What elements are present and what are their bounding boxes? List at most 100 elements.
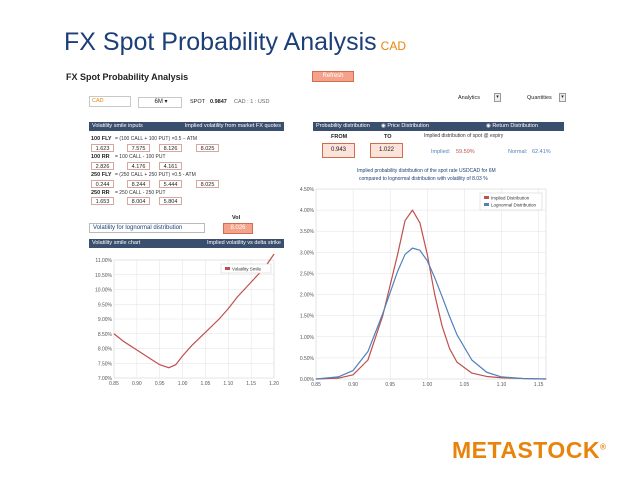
from-input[interactable]: 0.943 xyxy=(322,143,355,158)
row-label: 100 FLY xyxy=(91,136,112,142)
data-point xyxy=(419,249,421,251)
data-point xyxy=(337,376,339,378)
data-point xyxy=(182,355,183,357)
data-point xyxy=(315,378,317,380)
registered-mark: ® xyxy=(600,442,607,452)
to-input[interactable]: 1.022 xyxy=(370,143,403,158)
data-point xyxy=(191,345,193,346)
legend-box xyxy=(220,263,272,274)
y-tick-label: 10.00% xyxy=(95,288,113,294)
refresh-button[interactable]: Refresh xyxy=(312,71,354,82)
prob-panel-header: Probability distribution ◉ Price Distrib… xyxy=(313,122,564,131)
legend-swatch xyxy=(484,196,489,199)
legend-swatch xyxy=(484,203,489,206)
data-point xyxy=(136,349,138,351)
data-point xyxy=(227,308,229,310)
legend-label: Volatility Smile xyxy=(232,267,262,272)
pair-label: CAD : 1 : USD xyxy=(234,99,270,105)
prob-chart-title: Implied probability distribution of the … xyxy=(357,168,496,174)
smile-chart-header: Volatility smile chart Implied volatilit… xyxy=(89,239,284,248)
y-tick-label: 2.50% xyxy=(300,271,315,277)
vol-panel-title: Volatility smile inputs xyxy=(92,123,143,129)
lognormal-vol-label: Volatility for lognormal distribution xyxy=(89,223,205,233)
data-point xyxy=(545,378,547,380)
data-point xyxy=(404,254,406,255)
y-tick-label: 10.50% xyxy=(95,273,113,279)
smile-chart-subtitle: Implied volatility vs delta strike xyxy=(207,240,281,246)
vol-cell[interactable]: 7.575 xyxy=(127,144,150,152)
y-tick-label: 8.00% xyxy=(98,347,113,353)
slide-title-text: FX Spot Probability Analysis xyxy=(64,28,377,56)
x-tick-label: 0.95 xyxy=(385,382,395,388)
data-point xyxy=(449,348,450,349)
quantity-dropdown[interactable]: ▾ xyxy=(559,93,566,102)
logo-text: METASTOCK xyxy=(452,437,601,463)
prob-panel-subtitle: Implied distribution of spot @ expiry xyxy=(424,133,504,139)
vol-cell[interactable]: 5.804 xyxy=(159,197,182,205)
normal-probability: 62.41% xyxy=(532,149,551,155)
data-point xyxy=(367,359,369,361)
data-point xyxy=(456,361,458,363)
data-point xyxy=(426,260,428,262)
x-tick-label: 1.00 xyxy=(178,381,188,387)
vol-panel-subtitle: Implied volatility from market FX quotes xyxy=(184,123,281,129)
row-label: 100 RR xyxy=(91,154,110,160)
implied-label: Implied: xyxy=(431,149,451,155)
x-tick-label: 1.15 xyxy=(534,382,544,388)
currency-input[interactable]: CAD xyxy=(89,96,131,107)
y-tick-label: 8.50% xyxy=(98,332,113,338)
y-tick-label: 9.50% xyxy=(98,302,113,308)
analytics-dropdown[interactable]: ▾ xyxy=(494,93,501,102)
radio-return-distribution[interactable]: ◉ Return Distribution xyxy=(486,123,538,129)
x-tick-label: 0.90 xyxy=(132,381,142,387)
normal-label: Normal: xyxy=(508,149,528,155)
data-point xyxy=(337,377,339,379)
slide-title: FX Spot Probability Analysis CAD xyxy=(64,28,406,57)
slide-currency-tag: CAD xyxy=(380,39,406,53)
data-point xyxy=(471,359,473,361)
tenor-select[interactable]: 6M ▾ xyxy=(138,97,182,108)
data-point xyxy=(434,294,436,295)
data-point xyxy=(486,371,488,373)
row-formula: = 100 CALL - 100 PUT xyxy=(115,154,166,160)
vol-cell[interactable]: 4.176 xyxy=(127,162,150,170)
data-point xyxy=(404,220,406,222)
radio-price-distribution[interactable]: ◉ Price Distribution xyxy=(381,123,429,129)
vol-cell[interactable]: 1.623 xyxy=(91,144,114,152)
vol-cell[interactable]: 8.025 xyxy=(196,144,219,152)
smile-chart-title: Volatility smile chart xyxy=(92,240,141,246)
analytics-label: Analytics xyxy=(458,95,481,101)
x-tick-label: 1.05 xyxy=(201,381,211,387)
implied-probability: 59.59% xyxy=(456,149,475,155)
lognormal-vol-value[interactable]: 8.026 xyxy=(223,223,253,234)
vol-cell[interactable]: 8.004 xyxy=(127,197,150,205)
data-point xyxy=(434,277,436,279)
row-label: 250 FLY xyxy=(91,172,112,178)
vol-cell[interactable]: 8.244 xyxy=(127,180,150,188)
y-tick-label: 0.00% xyxy=(300,377,315,383)
x-tick-label: 1.10 xyxy=(223,381,233,387)
data-point xyxy=(412,247,413,249)
row-formula: = 250 CALL - 250 PUT xyxy=(115,190,166,196)
x-tick-label: 1.20 xyxy=(269,381,279,387)
series-line-volatility-smile xyxy=(113,253,275,369)
vol-cell[interactable]: 1.653 xyxy=(91,197,114,205)
vol-cell[interactable]: 8.126 xyxy=(159,144,182,152)
vol-cell[interactable]: 0.244 xyxy=(91,180,114,188)
x-tick-label: 0.90 xyxy=(348,382,358,388)
data-point xyxy=(382,313,384,314)
vol-cell[interactable]: 2.826 xyxy=(91,162,114,170)
vol-cell[interactable]: 8.025 xyxy=(196,180,219,188)
tenor-value: 6M xyxy=(154,99,163,105)
spot-label: SPOT xyxy=(190,99,205,105)
from-label: FROM xyxy=(331,134,348,140)
data-point xyxy=(449,316,450,317)
app-title: FX Spot Probability Analysis xyxy=(66,72,189,82)
y-tick-label: 4.00% xyxy=(300,208,315,214)
data-point xyxy=(352,370,354,371)
x-tick-label: 0.85 xyxy=(109,381,119,387)
vol-cell[interactable]: 5.444 xyxy=(159,180,182,188)
vol-cell[interactable]: 4.161 xyxy=(159,162,182,170)
data-point xyxy=(412,209,413,211)
x-tick-label: 1.15 xyxy=(246,381,256,387)
